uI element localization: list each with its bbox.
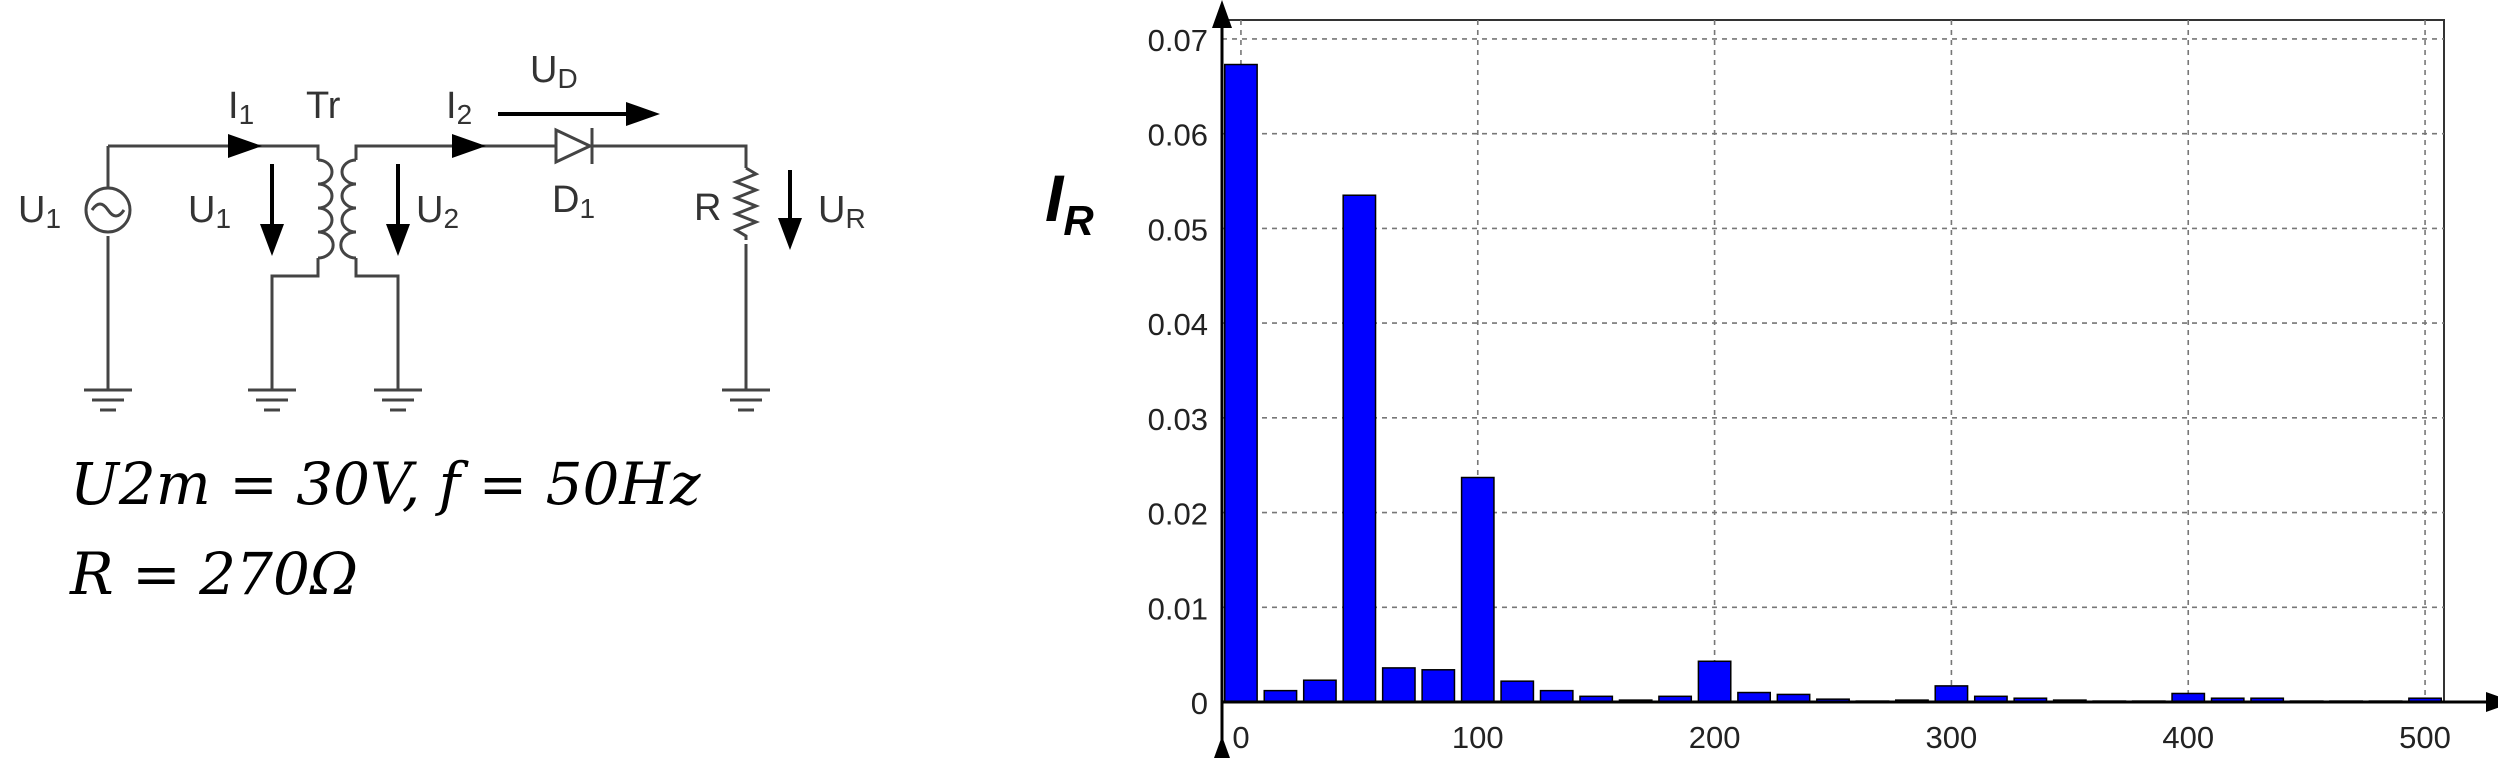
rectifier-circuit-diagram: U1 I1 Tr I2 UD U1 U2 D1 R UR [18,49,866,412]
y-tick-label: 0 [1191,686,1208,721]
transformer-icon [317,158,357,260]
resistor-voltage-label: UR [818,189,866,234]
primary-current-label: I1 [228,85,254,130]
transformer-label: Tr [306,85,341,127]
arrow-icon [228,134,262,158]
x-axis-arrow [2486,692,2498,712]
arrow-icon [452,134,486,158]
y-tick-label: 0.06 [1148,118,1208,153]
ground-icon [84,388,132,412]
y-axis-label: IR [1045,161,1094,244]
y-tick-label: 0.04 [1148,307,1208,342]
bar [1934,685,1969,703]
ground-icon [722,388,770,412]
ac-source-icon [84,186,132,234]
diode-icon [554,127,594,165]
plot-area [1221,19,2445,703]
y-tick-label: 0.03 [1148,402,1208,437]
y-tick-label: 0.05 [1148,212,1208,247]
primary-voltage-label: U1 [188,189,231,234]
diode-label: D1 [552,179,595,224]
bar [1539,689,1574,703]
resistor-icon [731,166,761,240]
bar [1697,660,1732,703]
ground-icon [248,388,296,412]
x-tick-label: 0 [1232,720,1249,755]
y-tick-label: 0.02 [1148,497,1208,532]
bar [1263,689,1298,703]
bar [1342,194,1377,703]
equation-line-2: R = 270Ω [70,540,358,608]
secondary-current-label: I2 [446,85,472,130]
arrow-icon [498,102,660,126]
x-tick-label: 300 [1926,720,1978,755]
y-axis-arrow [1212,0,1232,28]
bar [1460,476,1495,703]
y-tick-label: 0.01 [1148,591,1208,626]
bar [1381,667,1416,703]
bar [1302,679,1337,703]
arrow-icon [260,164,284,256]
bar [1224,63,1258,703]
bar [1500,680,1535,703]
bar [1421,669,1456,703]
diode-voltage-label: UD [530,49,578,94]
ground-icon [374,388,422,412]
y-axis-base-arrow [1214,736,1230,758]
x-tick-label: 500 [2399,720,2451,755]
resistor-label: R [694,187,721,229]
equation-line-1: U2m = 30V, f = 50Hz [70,450,701,518]
arrow-icon [386,164,410,256]
source-label: U1 [18,189,61,234]
x-tick-label: 200 [1689,720,1741,755]
x-tick-label: 400 [2162,720,2214,755]
x-tick-label: 100 [1452,720,1504,755]
secondary-voltage-label: U2 [416,189,459,234]
arrow-icon [778,170,802,250]
y-tick-label: 0.07 [1148,23,1208,58]
